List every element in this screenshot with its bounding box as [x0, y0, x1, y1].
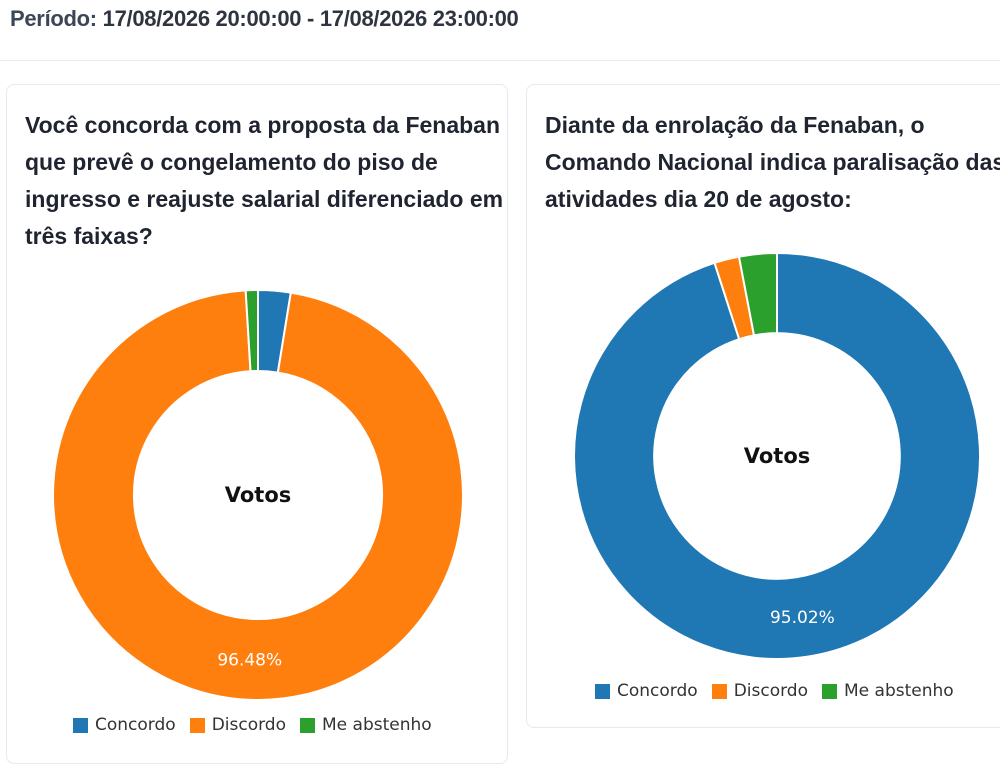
data-label-concordo: 95.02%: [770, 608, 835, 628]
legend-item-discordo[interactable]: Discordo: [711, 681, 808, 701]
center-label: Votos: [225, 483, 292, 507]
legend-item-concordo[interactable]: Concordo: [595, 681, 698, 701]
legend-label: Me abstenho: [844, 681, 954, 701]
period-value: 17/08/2026 20:00:00 - 17/08/2026 23:00:0…: [102, 6, 519, 31]
slice-concordo[interactable]: [573, 251, 981, 660]
chart-title: Você concorda com a proposta da Fenaban …: [25, 112, 504, 249]
slice-discordo[interactable]: [52, 289, 464, 701]
legend-label: Discordo: [733, 681, 808, 701]
period-header: Período: 17/08/2026 20:00:00 - 17/08/202…: [10, 6, 519, 32]
chart-legend-1: Concordo Discordo Me abstenho: [73, 715, 446, 735]
chart-title: Diante da enrolação da Fenaban, o Comand…: [545, 112, 1000, 212]
slice-me-abstenho[interactable]: [244, 288, 259, 373]
legend-item-concordo[interactable]: Concordo: [73, 715, 176, 735]
legend-label: Concordo: [617, 681, 698, 701]
legend-label: Concordo: [95, 715, 176, 735]
legend-label: Discordo: [211, 715, 286, 735]
legend-item-discordo[interactable]: Discordo: [189, 715, 286, 735]
legend-swatch: [300, 717, 315, 733]
chart-legend-2: Concordo Discordo Me abstenho: [595, 681, 968, 701]
legend-swatch: [711, 683, 727, 699]
legend-swatch: [822, 683, 837, 699]
center-label: Votos: [744, 444, 811, 468]
header-divider: [0, 60, 1000, 61]
donut-chart-2: 95.02% Votos: [573, 251, 981, 660]
legend-swatch: [595, 683, 610, 699]
legend-item-me-abstenho[interactable]: Me abstenho: [822, 681, 954, 701]
legend-swatch: [189, 717, 205, 733]
donut-chart-1: 96.48% Votos: [52, 288, 464, 701]
legend-item-me-abstenho[interactable]: Me abstenho: [300, 715, 432, 735]
legend-swatch: [73, 717, 88, 733]
legend-label: Me abstenho: [322, 715, 432, 735]
poll-card-1: Você concorda com a proposta da Fenaban …: [6, 84, 508, 764]
period-label: Período:: [10, 6, 97, 31]
data-label-discordo: 96.48%: [217, 650, 282, 670]
poll-card-2: Diante da enrolação da Fenaban, o Comand…: [526, 84, 1000, 728]
slice-me-abstenho[interactable]: [737, 251, 778, 337]
